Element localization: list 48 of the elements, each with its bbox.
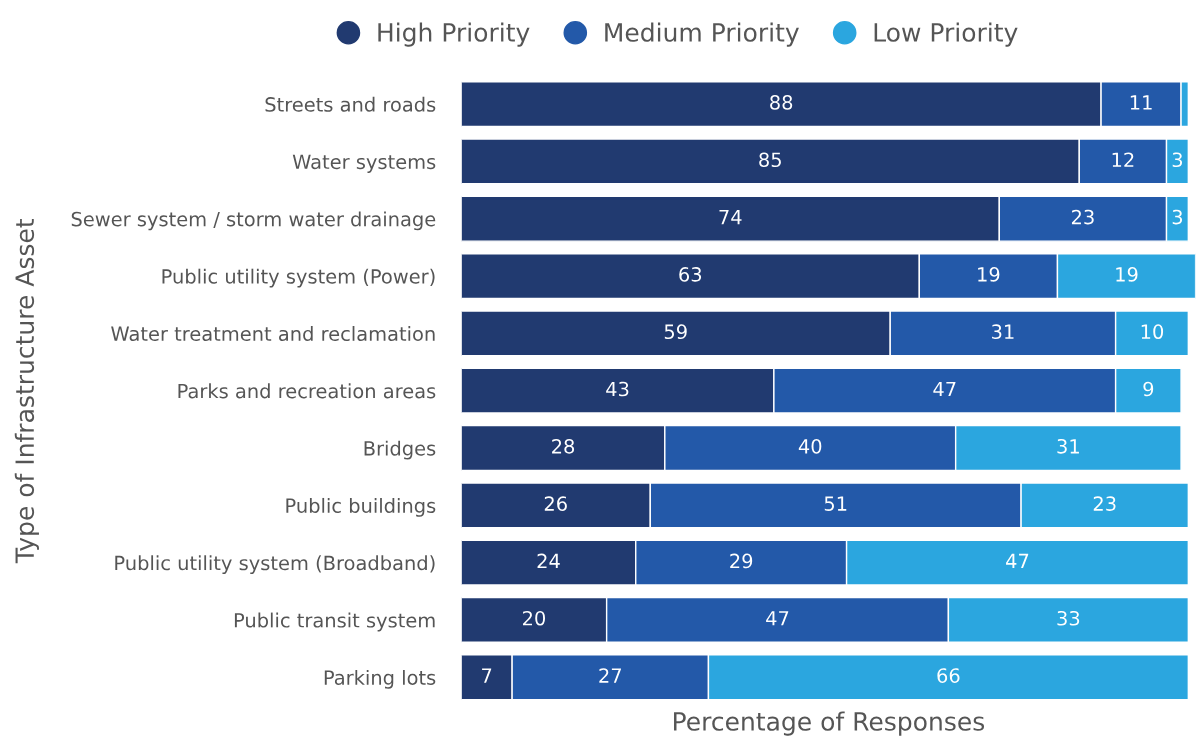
data-label: 11 [1130,95,1152,110]
y-tick-label: Water treatment and reclamation [111,326,435,342]
y-tick-label: Bridges [364,440,436,460]
data-label: 7 [482,668,492,683]
data-label: 19 [1116,267,1138,282]
y-tick-label: Parks and recreation areas [178,383,436,399]
y-tick-label: Streets and roads [265,96,436,112]
data-label: 27 [599,668,621,683]
data-label: 43 [606,381,629,397]
y-tick-label: Public buildings [286,497,436,517]
data-label: 47 [1006,553,1029,569]
y-tick-label: Public utility system (Broadband) [115,555,435,575]
data-label: 12 [1112,152,1134,167]
y-tick-label: Sewer system / storm water drainage [71,211,436,231]
y-tick-label: Parking lots [324,669,436,689]
data-label: 3 [1172,152,1183,168]
y-tick-label: Public transit system [234,612,435,632]
data-label: 66 [937,668,960,683]
series-label: High Priority [378,22,530,47]
data-label: 23 [1071,209,1094,225]
data-label: 47 [933,381,956,397]
legend-label: Low Priority [874,22,1018,47]
y-tick-label: Water systems [292,154,436,173]
data-label: 33 [1057,610,1080,626]
data-label: 31 [1057,438,1079,454]
data-label: 59 [664,324,687,340]
data-label: 31 [992,324,1014,340]
data-label: 20 [522,610,546,626]
x-axis-title: Percentage of Responses [674,711,985,736]
data-label: 23 [1093,496,1116,511]
data-label: 3 [1172,209,1183,225]
data-label: 85 [759,152,781,168]
data-label: 88 [770,95,793,110]
data-label: 19 [978,267,1000,282]
data-label: 63 [679,267,702,282]
data-label: 29 [730,553,753,569]
data-label: 51 [824,496,847,511]
data-label: 40 [798,438,822,454]
data-label: 9 [1143,381,1154,397]
y-axis-title: Type of Infrastructure Asset [14,218,39,564]
data-label: 24 [537,553,560,569]
data-label: 28 [552,438,575,454]
data-label: 74 [719,209,742,225]
data-label: 47 [766,611,789,626]
legend-label: Medium Priority [605,22,799,47]
y-tick-label: Public utility system (Power) [162,268,435,288]
data-label: 26 [544,496,567,511]
data-label: 10 [1141,324,1164,340]
